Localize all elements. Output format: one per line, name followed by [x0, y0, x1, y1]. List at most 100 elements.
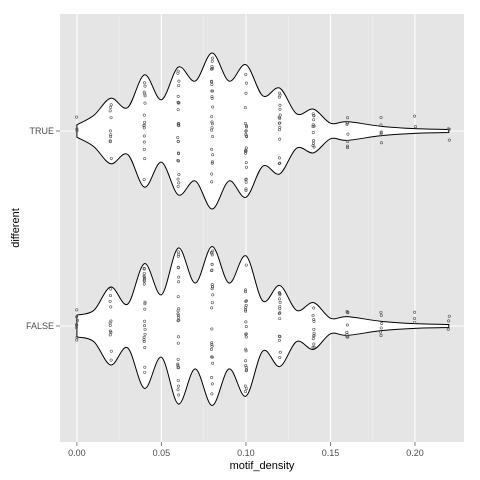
- data-point: [210, 115, 214, 119]
- data-point: [142, 113, 146, 117]
- data-point: [109, 105, 113, 109]
- data-point: [210, 161, 214, 165]
- data-point: [312, 342, 316, 346]
- data-point: [278, 317, 282, 321]
- data-point: [244, 365, 248, 369]
- data-point: [75, 323, 79, 327]
- data-point: [346, 116, 350, 120]
- data-point: [210, 96, 214, 100]
- data-point: [211, 361, 215, 365]
- data-point: [312, 124, 316, 128]
- data-point: [176, 357, 180, 361]
- data-point: [278, 107, 282, 111]
- x-tick-label: 0.20: [406, 448, 424, 458]
- data-point: [244, 91, 248, 95]
- data-point: [244, 177, 248, 181]
- data-point: [413, 317, 417, 321]
- data-point: [210, 172, 214, 176]
- data-point: [379, 133, 383, 137]
- data-point: [75, 315, 79, 319]
- data-point: [176, 378, 180, 382]
- data-point: [447, 319, 451, 323]
- data-point: [143, 324, 147, 328]
- data-point: [109, 358, 113, 362]
- data-point: [277, 156, 281, 160]
- data-point: [312, 306, 316, 310]
- data-point: [210, 355, 214, 359]
- data-point: [176, 363, 180, 367]
- data-point: [210, 344, 214, 348]
- data-point: [346, 144, 350, 148]
- data-point: [176, 362, 180, 366]
- data-point: [210, 343, 214, 347]
- data-point: [244, 187, 248, 191]
- data-point: [177, 252, 181, 256]
- data-point: [345, 146, 349, 150]
- data-point: [176, 319, 180, 323]
- data-point: [177, 275, 181, 279]
- data-point: [108, 109, 112, 113]
- data-point: [176, 388, 180, 392]
- data-point: [210, 126, 214, 130]
- data-point: [244, 347, 248, 351]
- data-point: [311, 345, 315, 349]
- data-point: [380, 321, 384, 325]
- data-point: [143, 332, 147, 336]
- data-point: [210, 287, 214, 291]
- x-tick-label: 0.10: [237, 448, 255, 458]
- data-point: [278, 356, 282, 360]
- data-point: [244, 263, 248, 267]
- data-point: [311, 131, 315, 135]
- data-point: [143, 101, 147, 105]
- data-point: [379, 130, 383, 134]
- data-point: [108, 299, 112, 303]
- data-point: [244, 349, 248, 353]
- data-point: [210, 382, 214, 386]
- data-point: [210, 147, 214, 151]
- y-tick-label: FALSE: [26, 321, 54, 331]
- data-point: [176, 265, 180, 269]
- data-point: [177, 83, 181, 87]
- data-point: [142, 335, 146, 339]
- data-point: [210, 95, 214, 99]
- data-point: [210, 160, 214, 164]
- data-point: [379, 313, 383, 317]
- x-axis-title: motif_density: [230, 460, 295, 472]
- data-point: [277, 297, 281, 301]
- data-point: [312, 334, 316, 338]
- x-tick-label: 0.05: [153, 448, 171, 458]
- data-point: [277, 338, 281, 342]
- data-point: [176, 312, 180, 316]
- data-point: [243, 390, 247, 394]
- data-point: [346, 139, 350, 143]
- data-point: [143, 370, 147, 374]
- data-point: [346, 335, 350, 339]
- data-point: [176, 184, 180, 188]
- data-point: [142, 282, 146, 286]
- data-point: [142, 339, 146, 343]
- data-point: [312, 114, 316, 118]
- data-point: [244, 151, 248, 155]
- data-point: [177, 152, 181, 156]
- data-point: [108, 129, 112, 133]
- data-point: [143, 319, 147, 323]
- data-point: [177, 280, 181, 284]
- data-point: [143, 94, 147, 98]
- data-point: [243, 106, 247, 110]
- data-point: [177, 393, 181, 397]
- data-point: [109, 135, 113, 139]
- data-point: [142, 278, 146, 282]
- data-point: [210, 262, 214, 266]
- data-point: [311, 337, 315, 341]
- data-points: [74, 56, 451, 397]
- data-point: [142, 81, 146, 85]
- data-point: [312, 319, 316, 323]
- data-point: [379, 326, 383, 330]
- data-point: [176, 335, 180, 339]
- data-point: [142, 266, 146, 270]
- data-point: [177, 79, 181, 83]
- data-point: [245, 124, 249, 128]
- data-point: [210, 180, 214, 184]
- y-axis-title: different: [10, 208, 22, 248]
- data-point: [244, 369, 248, 373]
